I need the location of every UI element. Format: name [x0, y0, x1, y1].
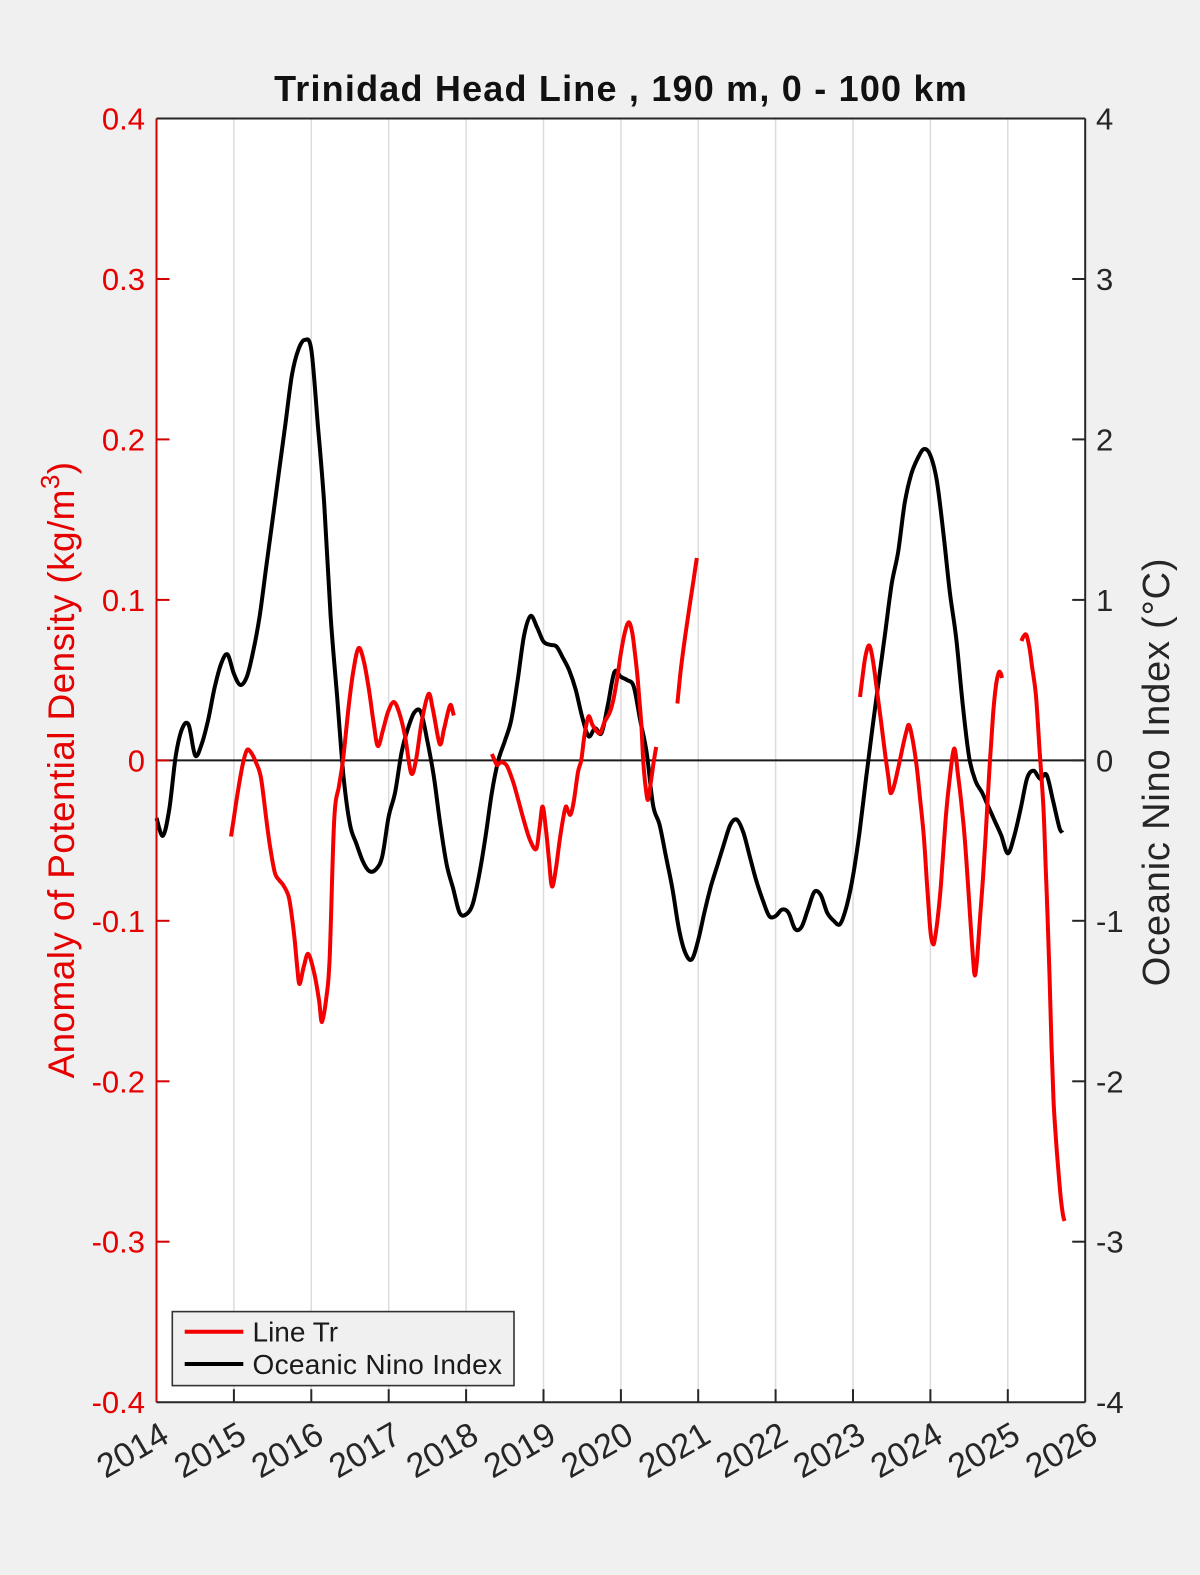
svg-text:2021: 2021 [632, 1415, 717, 1486]
svg-text:Trinidad Head Line , 190 m, 0: Trinidad Head Line , 190 m, 0 - 100 km [274, 68, 968, 109]
svg-text:2017: 2017 [323, 1415, 408, 1486]
svg-text:2: 2 [1096, 422, 1113, 457]
svg-text:2019: 2019 [477, 1415, 562, 1486]
svg-text:2020: 2020 [555, 1415, 640, 1486]
svg-text:2023: 2023 [787, 1415, 872, 1486]
svg-text:4: 4 [1096, 102, 1113, 137]
svg-text:-0.4: -0.4 [92, 1385, 145, 1420]
svg-text:Anomaly of Potential Density (: Anomaly of Potential Density (kg/m3) [35, 461, 82, 1078]
svg-text:-1: -1 [1096, 904, 1124, 939]
svg-text:2014: 2014 [90, 1415, 175, 1486]
svg-text:3: 3 [1096, 262, 1113, 297]
svg-text:-3: -3 [1096, 1225, 1124, 1260]
svg-text:Line Tr: Line Tr [253, 1317, 339, 1348]
svg-text:Oceanic Nino Index (°C): Oceanic Nino Index (°C) [1136, 558, 1178, 987]
svg-text:2024: 2024 [864, 1415, 949, 1486]
svg-text:2015: 2015 [168, 1415, 253, 1486]
svg-text:-4: -4 [1096, 1385, 1124, 1420]
svg-text:0.3: 0.3 [102, 262, 145, 297]
svg-text:2026: 2026 [1019, 1415, 1104, 1486]
svg-text:0.4: 0.4 [102, 102, 145, 137]
svg-text:0: 0 [1096, 743, 1113, 778]
svg-text:0.1: 0.1 [102, 583, 145, 618]
svg-text:-0.1: -0.1 [92, 904, 145, 939]
svg-text:-0.3: -0.3 [92, 1225, 145, 1260]
svg-text:0.2: 0.2 [102, 422, 145, 457]
svg-text:2022: 2022 [710, 1415, 795, 1486]
svg-text:2018: 2018 [400, 1415, 485, 1486]
svg-text:1: 1 [1096, 583, 1113, 618]
svg-text:2016: 2016 [245, 1415, 330, 1486]
svg-text:-2: -2 [1096, 1064, 1124, 1099]
svg-text:-0.2: -0.2 [92, 1064, 145, 1099]
svg-text:0: 0 [128, 743, 145, 778]
svg-text:2025: 2025 [942, 1415, 1027, 1486]
svg-text:Oceanic Nino Index: Oceanic Nino Index [253, 1349, 503, 1380]
